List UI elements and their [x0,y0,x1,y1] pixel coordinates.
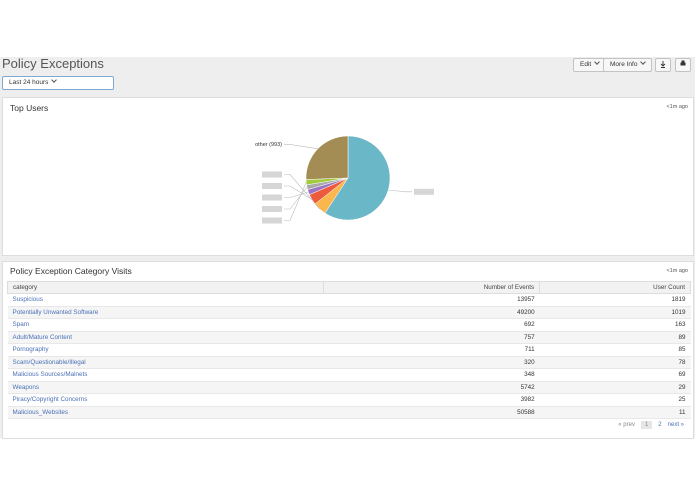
time-picker[interactable]: Last 24 hours [2,76,114,90]
category-cell[interactable]: Potentially Unwanted Software [7,306,324,319]
category-cell[interactable]: Malicious_Websites [7,406,324,419]
panel-timestamp: <1m ago [666,104,688,110]
category-cell[interactable]: Piracy/Copyright Concerns [7,393,324,407]
category-cell[interactable]: Scam/Questionable/Illegal [7,356,324,369]
export-button[interactable] [655,58,671,72]
table-row: Malicious_Websites 50588 11 [7,406,691,419]
numeric-cell: 25 [539,393,691,407]
numeric-cell: 320 [323,356,540,369]
numeric-cell: 1019 [539,306,691,319]
obscured-label [414,188,434,195]
slice-label: other (993) [255,142,282,148]
obscured-label [262,217,282,224]
header-row: category Number of Events User Count [7,281,691,294]
column-header[interactable]: category [7,281,324,294]
numeric-cell: 89 [539,331,691,344]
column-header[interactable]: Number of Events [322,281,541,294]
leader-line [284,144,318,150]
numeric-cell: 49200 [323,306,540,319]
obscured-label [262,194,282,201]
category-panel: Policy Exception Category Visits <1m ago… [2,261,694,439]
edit-button[interactable]: Edit [573,58,607,72]
panel-title: Policy Exception Category Visits [10,266,132,276]
table-row: Scam/Questionable/Illegal 320 78 [7,356,691,369]
leader-line [284,174,320,210]
numeric-cell: 69 [539,368,691,382]
category-cell[interactable]: Suspicious [7,293,324,307]
obscured-label [262,171,282,178]
category-cell[interactable]: Pornography [7,343,324,357]
results-table: category Number of Events User Count Suspic… [7,281,691,419]
numeric-cell: 163 [539,318,691,332]
leader-line [388,189,412,193]
numeric-cell: 348 [323,368,540,382]
table-row: Spam 692 163 [7,318,691,332]
print-icon [680,60,686,66]
leader-line [284,191,309,198]
leader-line [284,185,313,200]
obscured-label [262,183,282,189]
pie-chart: other (993) [255,135,434,224]
numeric-cell: 711 [323,343,540,357]
download-icon [660,61,666,68]
numeric-cell: 11 [539,406,691,419]
table-row: Adult/Mature Content 757 89 [7,331,691,344]
table-row: Weapons 5742 29 [7,381,691,394]
page-link[interactable]: next » [667,422,684,428]
table-row: Piracy/Copyright Concerns 3982 25 [7,393,691,407]
panel-timestamp: <1m ago [666,268,688,274]
numeric-cell: 29 [539,381,691,394]
pie-slice[interactable] [305,135,349,180]
category-cell[interactable]: Spam [7,318,324,332]
page-link: « prev [618,422,635,428]
page-link[interactable]: 2 [658,422,662,428]
panel-title: Top Users [10,103,49,113]
more-info-button[interactable]: More Info [603,58,653,72]
numeric-cell: 50588 [323,406,540,419]
pagination: « prev 1 2 next » [612,421,684,429]
page-link: 1 [640,421,653,429]
category-cell[interactable]: Adult/Mature Content [7,331,324,344]
table-row: Suspicious 13957 1819 [7,293,691,307]
top-users-panel: Top Users <1m ago other (993) [2,97,694,256]
pie-slice[interactable] [324,135,391,221]
numeric-cell: 85 [539,343,691,357]
category-cell[interactable]: Malicious Sources/Malnets [7,368,324,382]
leader-line [284,187,308,210]
print-button[interactable] [675,58,691,72]
column-header[interactable]: User Count [539,281,691,294]
dashboard-title: Policy Exceptions [2,56,104,71]
numeric-cell: 1819 [539,293,691,307]
table-row: Pornography 711 85 [7,343,691,357]
table-row: Potentially Unwanted Software 49200 1019 [7,306,691,319]
numeric-cell: 757 [323,331,540,344]
leader-line [284,182,307,221]
table-row: Malicious Sources/Malnets 348 69 [7,368,691,382]
category-cell[interactable]: Weapons [7,381,324,394]
obscured-label [262,206,282,212]
numeric-cell: 3982 [323,393,540,407]
numeric-cell: 692 [323,318,540,332]
numeric-cell: 78 [539,356,691,369]
numeric-cell: 5742 [323,381,540,394]
numeric-cell: 13957 [323,293,540,307]
